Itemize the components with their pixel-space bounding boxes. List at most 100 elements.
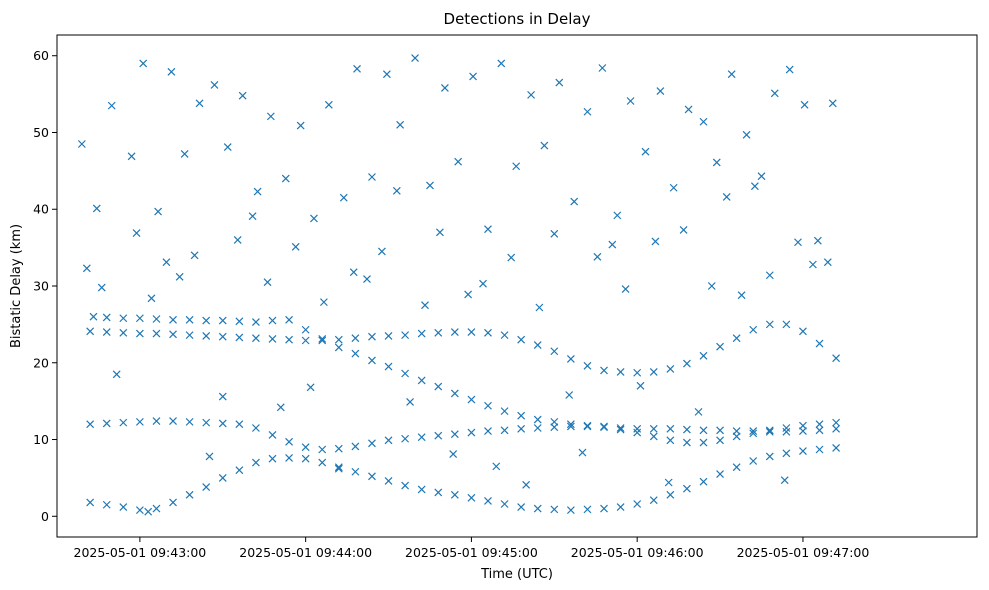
- data-point: [351, 442, 360, 451]
- data-point: [517, 503, 526, 511]
- y-tick-label: 30: [33, 279, 49, 294]
- data-point: [522, 480, 531, 489]
- data-point: [435, 228, 444, 237]
- data-point: [484, 225, 492, 234]
- data-point: [583, 505, 592, 514]
- data-point: [454, 157, 463, 166]
- data-point: [633, 500, 642, 508]
- data-point: [351, 334, 360, 343]
- data-point: [716, 436, 724, 445]
- data-point: [202, 483, 211, 492]
- data-point: [263, 278, 272, 287]
- data-point: [540, 141, 549, 150]
- data-point: [417, 485, 426, 494]
- data-point: [450, 389, 459, 398]
- data-point: [417, 376, 426, 385]
- data-point: [467, 493, 476, 502]
- data-point: [566, 420, 575, 429]
- data-point: [550, 347, 559, 356]
- data-point: [417, 433, 426, 442]
- data-point: [324, 100, 333, 109]
- data-point: [641, 147, 650, 156]
- data-point: [384, 362, 393, 371]
- data-point: [368, 173, 376, 181]
- data-point: [765, 271, 774, 280]
- data-point: [633, 368, 642, 377]
- data-point: [600, 504, 608, 513]
- data-point: [318, 458, 327, 467]
- data-point: [152, 315, 161, 323]
- data-point: [235, 333, 244, 342]
- data-point: [666, 364, 675, 373]
- data-point: [699, 351, 708, 360]
- x-tick-label: 2025-05-01 09:47:00: [737, 545, 870, 560]
- data-point: [815, 426, 824, 435]
- data-point: [570, 197, 579, 206]
- data-point: [147, 294, 156, 303]
- data-point: [699, 117, 708, 126]
- data-point: [737, 291, 746, 300]
- x-tick-label: 2025-05-01 09:44:00: [239, 545, 372, 560]
- data-point: [162, 258, 171, 267]
- data-point: [832, 424, 841, 433]
- y-tick-label: 20: [33, 355, 49, 370]
- data-point: [253, 187, 262, 196]
- data-point: [799, 327, 807, 336]
- data-point: [682, 359, 691, 368]
- x-tick-label: 2025-05-01 09:45:00: [405, 545, 538, 560]
- x-axis-label: Time (UTC): [480, 567, 553, 582]
- data-point: [119, 314, 128, 323]
- data-point: [434, 431, 443, 440]
- data-point: [656, 87, 665, 95]
- data-point: [135, 506, 144, 515]
- data-point: [533, 415, 542, 424]
- data-point: [185, 417, 194, 426]
- data-point: [517, 411, 526, 420]
- data-point: [401, 369, 410, 378]
- data-point: [550, 505, 559, 514]
- data-point: [467, 328, 476, 336]
- data-point: [649, 432, 658, 441]
- data-point: [310, 214, 318, 223]
- data-point: [832, 418, 841, 427]
- data-point: [285, 335, 293, 344]
- data-point: [749, 457, 758, 465]
- data-point: [467, 395, 476, 404]
- data-point: [251, 424, 260, 432]
- data-point: [334, 335, 343, 344]
- data-point: [722, 193, 731, 201]
- data-point: [664, 478, 673, 487]
- data-point: [368, 332, 376, 341]
- data-point: [450, 328, 459, 336]
- data-point: [223, 143, 232, 151]
- data-point: [469, 72, 477, 81]
- data-point: [301, 325, 310, 334]
- data-point: [127, 152, 136, 161]
- data-point: [301, 443, 310, 452]
- data-point: [815, 420, 824, 429]
- data-point: [512, 162, 521, 171]
- data-point: [666, 424, 675, 433]
- data-point: [682, 438, 691, 447]
- data-point: [765, 452, 774, 461]
- data-point: [732, 334, 741, 343]
- plot-area: [77, 54, 841, 516]
- data-point: [449, 450, 458, 459]
- data-point: [823, 258, 832, 267]
- data-point: [749, 427, 758, 435]
- data-point: [712, 158, 721, 167]
- data-point: [169, 330, 177, 339]
- data-point: [135, 329, 144, 338]
- data-point: [89, 312, 98, 321]
- data-point: [334, 463, 343, 472]
- data-point: [782, 427, 791, 436]
- data-point: [578, 448, 587, 457]
- data-point: [566, 354, 575, 363]
- data-point: [353, 64, 361, 73]
- data-point: [377, 247, 386, 256]
- data-point: [185, 490, 194, 499]
- y-tick-label: 40: [33, 202, 49, 217]
- data-point: [500, 426, 509, 435]
- data-point: [401, 331, 410, 340]
- data-point: [815, 339, 824, 348]
